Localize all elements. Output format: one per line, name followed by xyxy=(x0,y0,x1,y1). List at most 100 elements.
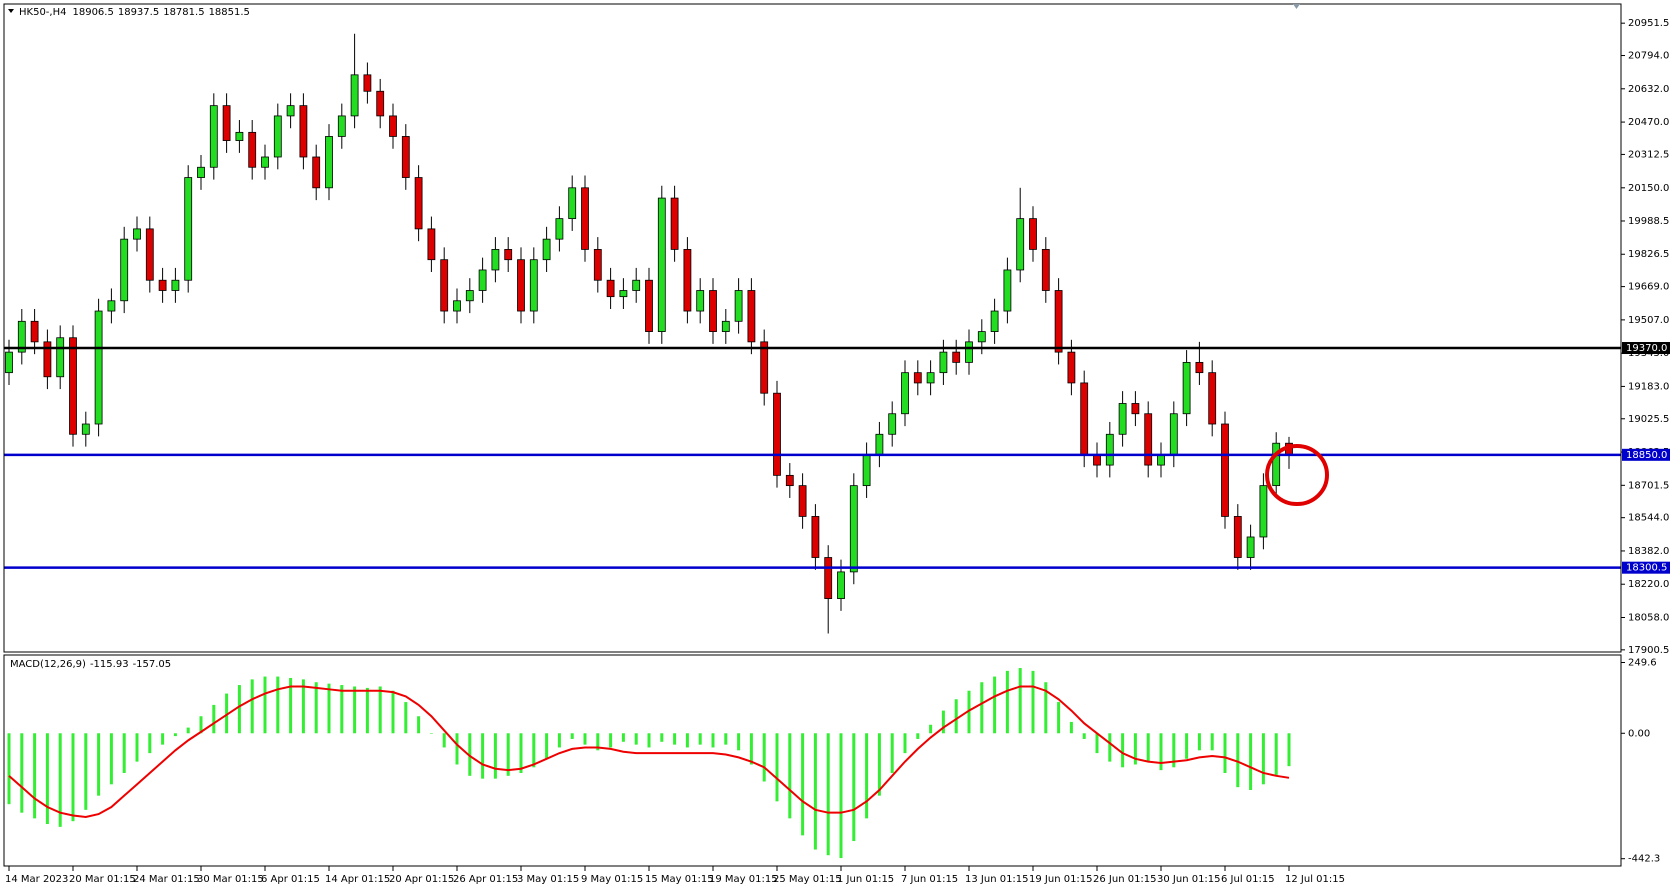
macd-bar xyxy=(71,733,75,822)
candle-body xyxy=(222,105,231,141)
candle-body xyxy=(837,571,845,599)
candle-body xyxy=(1182,361,1191,415)
macd-bar xyxy=(122,733,126,773)
macd-bar xyxy=(826,733,830,856)
macd-bar xyxy=(442,733,446,748)
candle-body xyxy=(235,131,244,141)
candle-body xyxy=(1093,454,1101,466)
y-tick-label: 19826.5 xyxy=(1628,249,1669,260)
candle-body xyxy=(1272,442,1281,487)
macd-bar xyxy=(314,682,318,734)
x-tick-label: 6 Jul 01:15 xyxy=(1221,874,1275,885)
macd-bar xyxy=(173,733,177,737)
macd-bar xyxy=(1044,682,1048,734)
macd-bar xyxy=(199,716,203,734)
macd-bar xyxy=(801,733,805,836)
x-tick-label: 30 Mar 01:15 xyxy=(197,874,264,885)
candle-body xyxy=(81,423,90,435)
macd-bar xyxy=(135,733,139,762)
macd-bar xyxy=(1274,733,1278,776)
macd-bar xyxy=(890,733,894,773)
macd-header: MACD(12,26,9) -115.93 -157.05 xyxy=(10,659,171,670)
macd-bar xyxy=(340,685,344,734)
macd-bar xyxy=(97,733,101,796)
candle-body xyxy=(913,372,922,384)
candle-body xyxy=(401,136,410,178)
x-tick-label: 14 Apr 01:15 xyxy=(325,874,390,885)
macd-bar xyxy=(813,733,817,850)
macd-bar xyxy=(865,733,869,819)
signal-last-value: -157.05 xyxy=(133,659,172,670)
candle-body xyxy=(862,454,871,487)
candle-body xyxy=(427,228,436,261)
macd-bar xyxy=(84,733,88,810)
macd-bar xyxy=(7,733,11,805)
macd-panel-frame xyxy=(3,654,1622,867)
labels-layer: 20951.5 20794.0 20632.0 20470.0 20312.5 20150… xyxy=(5,18,1670,885)
x-tick-label: 30 Jun 01:15 xyxy=(1157,874,1221,885)
price-level-tag xyxy=(1622,342,1670,355)
macd-bar xyxy=(404,702,408,734)
x-tick-label: 24 Mar 01:15 xyxy=(133,874,200,885)
candle-body xyxy=(133,228,141,240)
candle-body xyxy=(350,74,359,117)
candle-body xyxy=(94,310,103,425)
candle-body xyxy=(773,392,781,476)
candle-body xyxy=(1118,403,1127,435)
macd-bar xyxy=(1057,702,1061,734)
macd-bar xyxy=(161,733,165,745)
candle-body xyxy=(261,156,269,168)
macd-bar xyxy=(1095,733,1099,754)
y-tick-label: 17900.5 xyxy=(1628,645,1669,656)
x-tick-label: 1 Jun 01:15 xyxy=(837,874,894,885)
candle-body xyxy=(299,105,308,158)
y-tick-label: 20470.0 xyxy=(1628,117,1669,128)
price-level-tag xyxy=(1622,448,1670,461)
macd-bar xyxy=(429,733,433,734)
macd-bar xyxy=(903,733,907,754)
macd-bar xyxy=(532,733,536,768)
macd-bar xyxy=(660,733,664,742)
candle-body xyxy=(926,372,935,384)
candle-body xyxy=(593,249,602,281)
candle-body xyxy=(414,177,423,230)
macd-bar xyxy=(186,727,190,734)
candle-body xyxy=(30,320,39,343)
candle-body xyxy=(824,557,833,599)
macd-bar xyxy=(673,733,677,745)
candle-body xyxy=(888,413,897,435)
y-tick-label: 19025.5 xyxy=(1628,414,1669,425)
macd-bar xyxy=(788,733,792,819)
macd-bar xyxy=(583,733,587,745)
candle-body xyxy=(1157,454,1165,466)
macd-bar xyxy=(685,733,689,748)
candle-body xyxy=(286,105,295,117)
candle-body xyxy=(248,131,257,168)
y-tick-label: 19183.0 xyxy=(1628,381,1669,392)
macd-bar xyxy=(1018,668,1022,734)
candle-body xyxy=(56,337,65,378)
candle-body xyxy=(69,337,77,435)
candle-body xyxy=(849,485,858,573)
candle-body xyxy=(747,290,756,343)
last-close: 18851.5 xyxy=(209,7,250,18)
y-tick-label: 19507.0 xyxy=(1628,315,1669,326)
macd-bar xyxy=(698,733,702,745)
macd-bar xyxy=(1249,733,1253,790)
x-tick-label: 26 Jun 01:15 xyxy=(1093,874,1157,885)
last-low: 18781.5 xyxy=(163,7,204,18)
macd-bar xyxy=(391,690,395,734)
candle-body xyxy=(581,187,589,250)
macd-bar xyxy=(1197,733,1201,751)
candle-body xyxy=(312,156,321,189)
candle-body xyxy=(555,218,564,240)
candle-body xyxy=(619,290,628,298)
macd-bar xyxy=(20,733,24,813)
macd-bar xyxy=(1159,733,1163,771)
candle-body xyxy=(798,485,807,517)
candle-body xyxy=(197,166,205,178)
marks-layer xyxy=(4,33,1621,859)
candle-body xyxy=(120,238,129,302)
price-level-tag xyxy=(1622,561,1670,574)
